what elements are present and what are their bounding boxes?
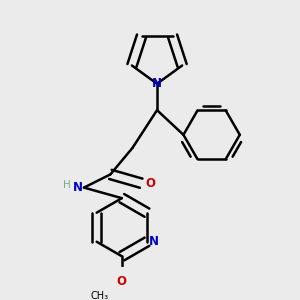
Text: N: N: [152, 77, 162, 90]
Text: N: N: [149, 235, 159, 248]
Text: N: N: [73, 181, 83, 194]
Text: O: O: [117, 275, 127, 288]
Text: O: O: [145, 177, 155, 190]
Text: CH₃: CH₃: [91, 291, 109, 300]
Text: H: H: [62, 180, 70, 190]
